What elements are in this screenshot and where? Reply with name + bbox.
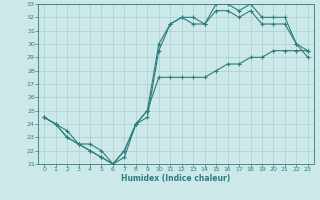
X-axis label: Humidex (Indice chaleur): Humidex (Indice chaleur) — [121, 174, 231, 183]
